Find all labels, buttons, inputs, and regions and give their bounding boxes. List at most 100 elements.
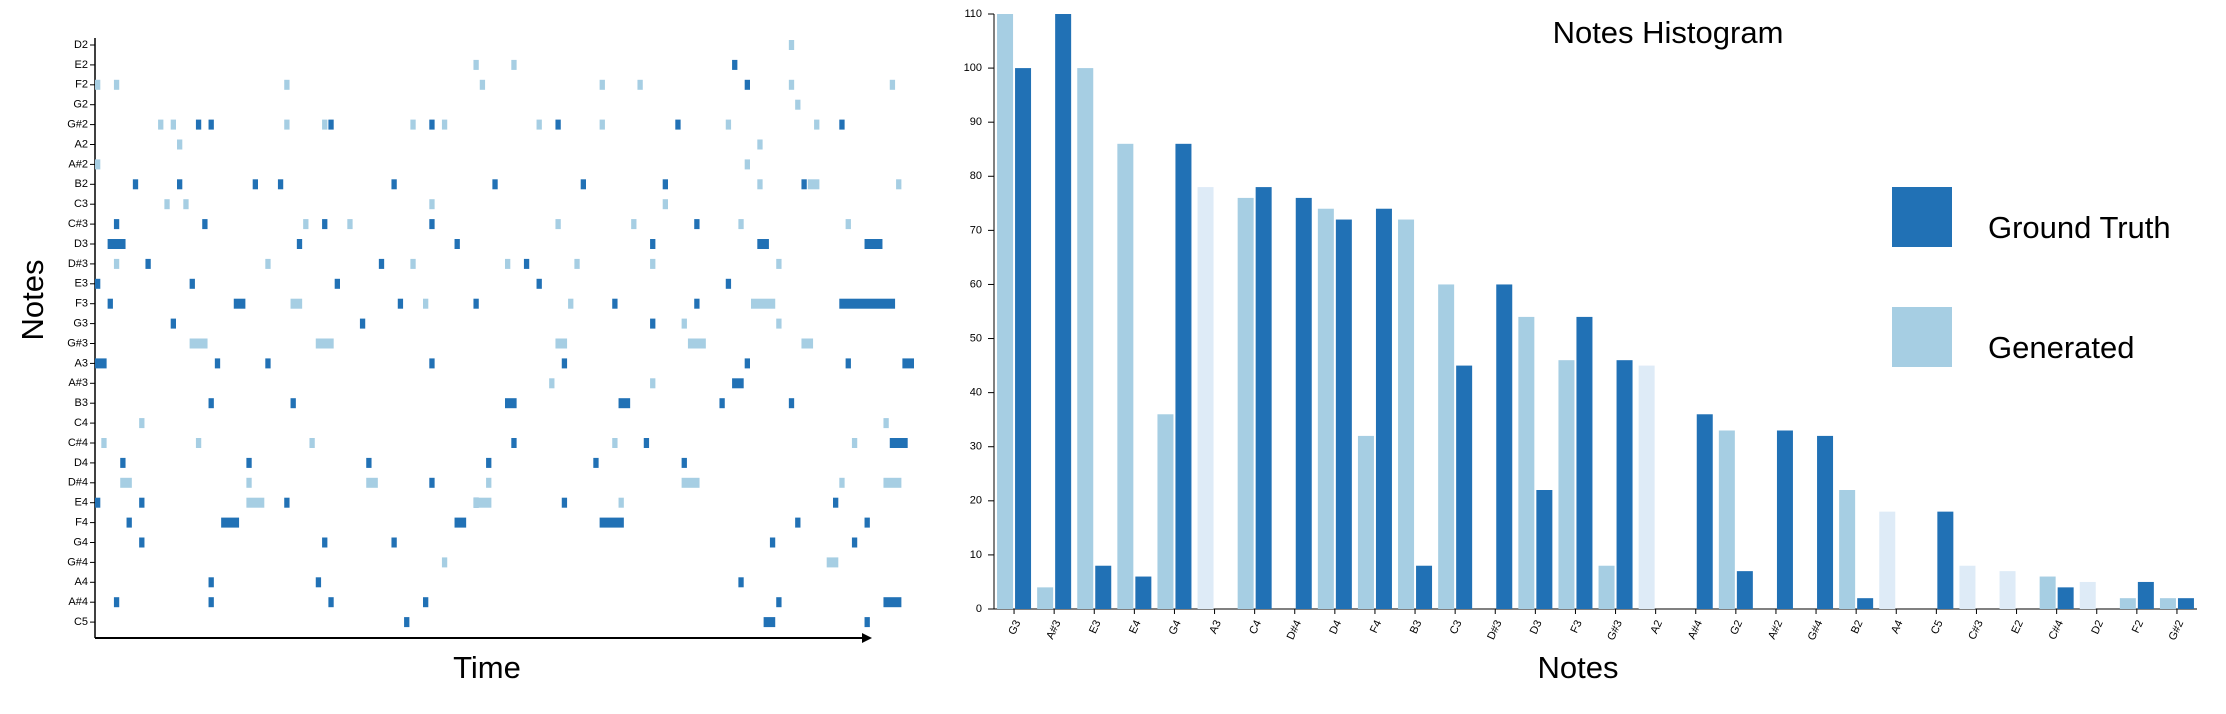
- bar: [1839, 490, 1856, 609]
- note: [612, 298, 618, 309]
- bar: [1255, 187, 1272, 609]
- y-tick-label: D#3: [68, 258, 88, 270]
- bar: [1295, 197, 1312, 609]
- note: [113, 597, 120, 608]
- y-tick-label: E4: [75, 497, 88, 509]
- note: [322, 219, 328, 230]
- note: [902, 358, 914, 369]
- legend-swatch: [1892, 307, 1952, 367]
- note: [189, 278, 195, 289]
- note: [851, 438, 858, 448]
- y-tick-label: G3: [73, 318, 88, 330]
- y-tick-label: F3: [75, 298, 88, 310]
- x-tick-label: G3: [1006, 618, 1023, 636]
- y-tick-label: B2: [75, 178, 88, 190]
- note: [183, 199, 189, 210]
- x-tick-label: G#3: [1605, 618, 1625, 642]
- note: [170, 119, 176, 130]
- note: [359, 318, 366, 329]
- note: [896, 179, 902, 190]
- note: [662, 199, 668, 210]
- note: [523, 258, 530, 269]
- y-tick-label: 40: [970, 387, 982, 399]
- bar: [1696, 414, 1713, 609]
- bar: [2119, 598, 2136, 609]
- bar: [1357, 435, 1374, 609]
- note: [107, 298, 113, 309]
- note: [303, 219, 309, 230]
- note: [195, 438, 202, 448]
- note: [366, 457, 372, 468]
- note: [618, 398, 631, 409]
- note: [814, 119, 820, 130]
- note: [284, 497, 290, 508]
- note: [208, 597, 214, 608]
- y-tick-label: 70: [970, 224, 982, 236]
- note: [725, 278, 732, 289]
- x-tick-label: A#4: [1686, 618, 1705, 641]
- note: [366, 477, 378, 488]
- bar: [1037, 587, 1054, 609]
- note: [738, 219, 744, 230]
- note: [744, 358, 750, 369]
- note: [719, 398, 725, 409]
- x-tick-label: E3: [1087, 618, 1104, 635]
- note: [757, 139, 763, 150]
- y-tick-label: A#2: [68, 158, 88, 170]
- y-axis-label: Notes: [15, 260, 50, 341]
- note: [732, 378, 744, 389]
- note: [744, 159, 750, 170]
- x-axis-label: Notes: [1538, 650, 1619, 685]
- note: [637, 79, 643, 90]
- note: [738, 577, 744, 588]
- note: [454, 517, 467, 528]
- x-tick-label: D3: [1528, 618, 1545, 636]
- note: [113, 79, 120, 90]
- y-tick-label: G4: [73, 536, 88, 548]
- note: [334, 278, 340, 289]
- note: [505, 258, 511, 269]
- note: [290, 298, 303, 309]
- note: [315, 338, 334, 349]
- note: [574, 258, 580, 269]
- note: [687, 338, 706, 349]
- note: [177, 179, 183, 190]
- bar: [1776, 430, 1793, 609]
- y-tick-label: G#2: [67, 119, 88, 131]
- bar: [1095, 565, 1112, 609]
- note: [246, 477, 252, 488]
- note: [788, 40, 795, 50]
- note: [883, 477, 902, 488]
- bar: [1999, 571, 2016, 609]
- note: [788, 398, 795, 409]
- y-tick-label: A3: [75, 357, 88, 369]
- note: [170, 318, 176, 329]
- note: [195, 119, 202, 130]
- y-tick-label: G#4: [67, 556, 88, 568]
- note: [511, 59, 517, 70]
- note: [290, 398, 296, 409]
- note: [492, 179, 498, 190]
- note: [221, 517, 240, 528]
- note: [763, 617, 776, 628]
- bar: [2039, 576, 2056, 609]
- note: [845, 219, 851, 230]
- x-tick-label: D#4: [1285, 618, 1304, 641]
- note: [164, 199, 170, 210]
- note: [650, 378, 656, 389]
- note: [441, 119, 448, 130]
- note: [650, 239, 656, 249]
- note: [391, 179, 397, 190]
- y-tick-label: 10: [970, 549, 982, 561]
- note: [404, 617, 410, 628]
- note: [202, 219, 208, 230]
- note: [177, 139, 183, 150]
- note: [113, 258, 120, 269]
- note: [107, 239, 126, 249]
- note: [555, 119, 561, 130]
- note: [265, 358, 271, 369]
- note: [309, 438, 315, 448]
- bar: [997, 14, 1014, 609]
- y-tick-label: G2: [73, 99, 88, 111]
